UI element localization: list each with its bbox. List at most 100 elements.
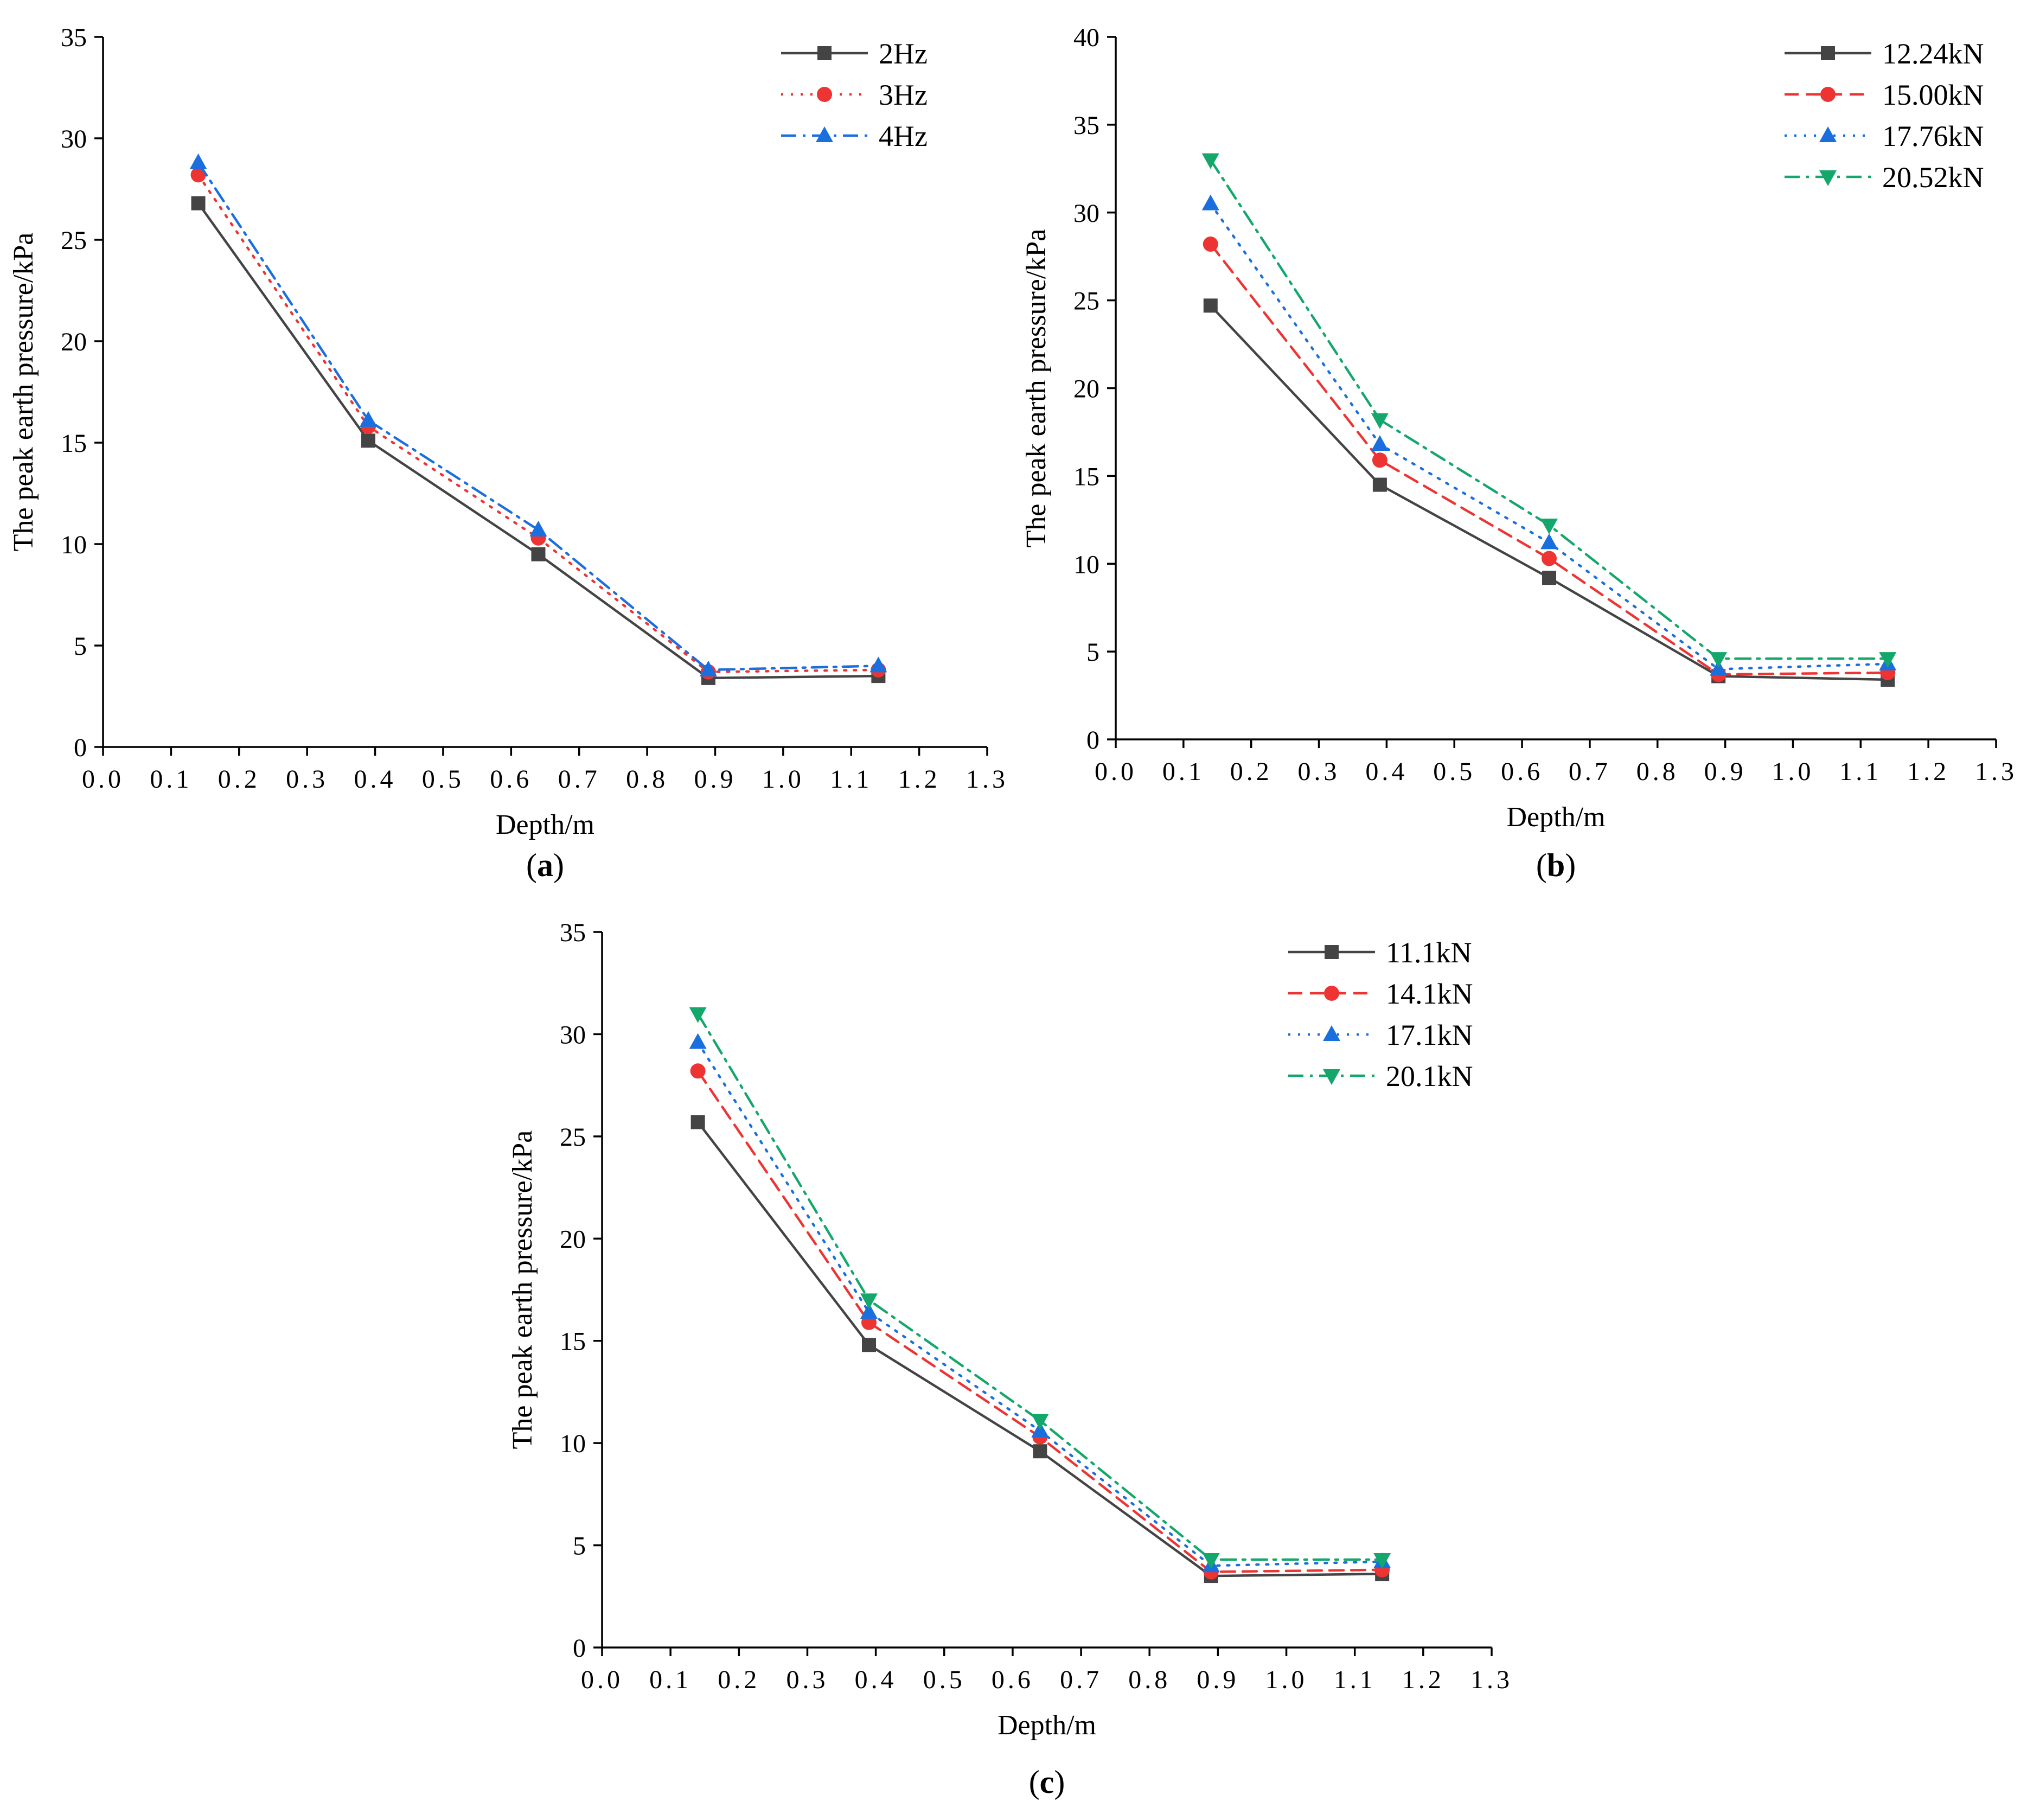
legend-label: 2Hz (879, 37, 928, 70)
data-point (1371, 413, 1389, 429)
legend-marker (1821, 46, 1835, 60)
x-tick-label: 0.9 (1704, 757, 1747, 786)
legend-label: 15.00kN (1882, 79, 1984, 111)
x-tick-label: 0.3 (286, 765, 328, 794)
data-point (190, 167, 206, 183)
series-15.00kN (1203, 237, 1896, 682)
data-point (1203, 298, 1218, 313)
legend-label: 11.1kN (1386, 936, 1472, 969)
series-line (696, 1121, 1384, 1578)
x-tick-label: 0.6 (490, 765, 532, 794)
series-17.76kN (1201, 194, 1897, 676)
data-point (529, 520, 547, 537)
data-point (191, 196, 206, 210)
x-tick-label: 0.0 (82, 765, 124, 794)
legend-marker (1323, 1025, 1340, 1041)
data-point (699, 660, 717, 676)
data-point (1540, 533, 1558, 550)
x-tick-label: 1.1 (830, 765, 872, 794)
x-tick-label: 1.0 (1772, 757, 1814, 786)
x-tick-label: 0.7 (1569, 757, 1611, 786)
chart-panel-c: 0.0 0.1 0.2 0.3 0.4 0.5 0.6 0.7 0.8 0.9 1.0 1.1 1.2 1… (507, 918, 1513, 1800)
y-tick-label: 25 (61, 226, 87, 255)
data-point (690, 1115, 705, 1129)
legend-marker (1325, 945, 1339, 959)
x-tick-label: 1.2 (1402, 1665, 1444, 1694)
y-axis-title: The peak earth pressure/kPa (1021, 229, 1052, 548)
x-tick-label: 0.5 (1433, 757, 1475, 786)
y-tick-label: 10 (1073, 550, 1099, 579)
series-20.52kN (1201, 153, 1897, 668)
data-point (1201, 153, 1219, 169)
series-14.1kN (690, 1063, 1390, 1580)
x-tick-label: 0.5 (923, 1665, 965, 1694)
x-tick-label: 0.2 (718, 1665, 760, 1694)
y-tick-label: 0 (1086, 726, 1099, 755)
series-17.1kN (689, 1033, 1391, 1573)
x-tick-label: 0.1 (150, 765, 192, 794)
x-tick-label: 1.3 (1975, 757, 2017, 786)
data-point (1879, 652, 1897, 668)
x-tick-label: 0.8 (626, 765, 668, 794)
data-point (1542, 551, 1557, 566)
y-tick-label: 10 (61, 531, 87, 559)
y-axis-title: The peak earth pressure/kPa (507, 1131, 538, 1449)
x-tick-label: 1.0 (1265, 1665, 1308, 1694)
legend-marker (817, 46, 832, 60)
series-line (197, 202, 880, 680)
data-point (869, 656, 887, 673)
legend: 12.24kN 15.00kN 17.76kN 20.52kN (1785, 37, 1984, 194)
data-point (1372, 452, 1387, 468)
y-axis-title: The peak earth pressure/kPa (8, 233, 39, 552)
y-tick-label: 5 (573, 1532, 586, 1561)
series-11.1kN (690, 1115, 1390, 1583)
x-tick-label: 0.3 (1298, 757, 1340, 786)
y-tick-label: 20 (1073, 375, 1099, 404)
y-tick-label: 30 (1073, 199, 1099, 228)
y-tick-label: 35 (61, 23, 87, 52)
x-tick-label: 1.2 (898, 765, 941, 794)
x-tick-label: 0.6 (992, 1665, 1034, 1694)
y-tick-label: 25 (560, 1123, 586, 1152)
y-tick-label: 20 (61, 328, 87, 356)
data-point (689, 1007, 707, 1023)
series-2Hz (191, 196, 886, 685)
legend-marker (1819, 126, 1837, 142)
y-tick-label: 15 (1073, 462, 1099, 491)
legend-marker (1324, 986, 1339, 1001)
x-tick-label: 0.6 (1501, 757, 1543, 786)
y-tick-label: 0 (573, 1634, 586, 1663)
x-axis-title: Depth/m (1507, 802, 1606, 833)
data-point (860, 1302, 878, 1319)
panel-caption: (b) (1536, 847, 1576, 883)
x-axis-title: Depth/m (496, 809, 594, 840)
x-tick-label: 0.7 (1060, 1665, 1102, 1694)
legend-marker (1820, 87, 1836, 102)
data-point (1201, 194, 1219, 210)
data-point (689, 1033, 707, 1049)
x-tick-label: 0.2 (1230, 757, 1273, 786)
data-point (361, 433, 375, 448)
data-point (189, 153, 207, 169)
x-tick-label: 0.2 (218, 765, 260, 794)
data-point (1031, 1414, 1049, 1430)
series-line (197, 174, 880, 673)
y-tick-label: 0 (74, 733, 87, 762)
x-tick-label: 1.2 (1907, 757, 1949, 786)
x-tick-label: 1.1 (1839, 757, 1882, 786)
y-tick-label: 30 (61, 125, 87, 154)
legend: 11.1kN 14.1kN 17.1kN 20.1kN (1288, 936, 1473, 1093)
series-4Hz (189, 153, 887, 676)
y-tick-label: 35 (560, 918, 586, 947)
legend-label: 3Hz (879, 79, 928, 111)
x-tick-label: 0.8 (1636, 757, 1679, 786)
y-tick-label: 30 (560, 1020, 586, 1049)
legend: 2Hz 3Hz 4Hz (781, 37, 928, 152)
series-line (197, 161, 880, 672)
data-point (531, 547, 546, 561)
legend-label: 4Hz (879, 120, 928, 152)
data-point (1542, 571, 1557, 585)
x-tick-label: 1.3 (1470, 1665, 1513, 1694)
legend-label: 20.52kN (1882, 161, 1984, 194)
